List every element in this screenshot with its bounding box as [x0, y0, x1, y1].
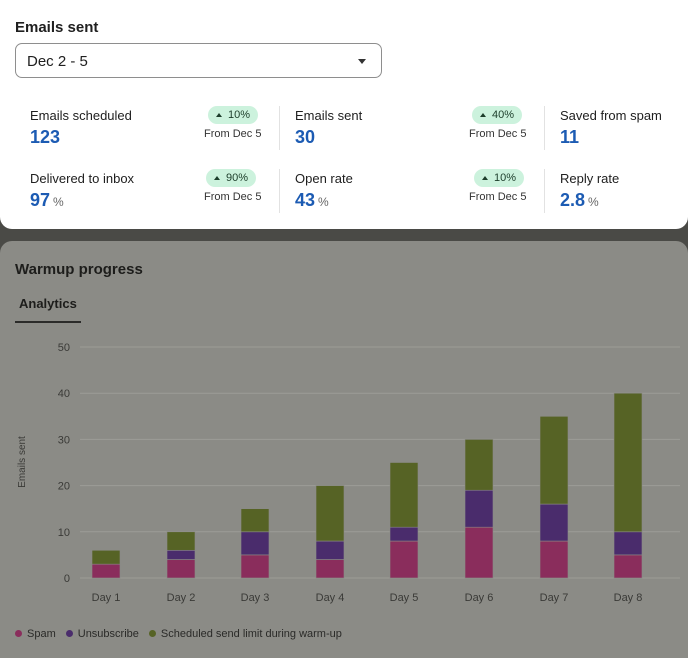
stat-label: Reply rate — [560, 171, 620, 186]
bar-segment — [613, 392, 643, 533]
arrow-up-icon — [480, 113, 486, 117]
tab-active-indicator — [15, 321, 81, 323]
bar-segment — [91, 549, 121, 565]
from-date: From Dec 5 — [469, 191, 527, 203]
bar-segment — [539, 503, 569, 542]
bar-segment — [464, 489, 494, 528]
bar-segment — [613, 554, 643, 579]
stat-value: 123 — [30, 127, 61, 147]
change-badge: 40% — [472, 106, 523, 124]
bar-segment — [91, 563, 121, 579]
bar-segment — [389, 526, 419, 542]
stat-value: 2.8% — [560, 190, 599, 210]
legend-item: Spam — [15, 628, 56, 640]
stat-label: Saved from spam — [560, 108, 662, 123]
from-date: From Dec 5 — [204, 128, 262, 140]
legend-dot-icon — [15, 630, 22, 637]
bar-segment — [166, 549, 196, 560]
x-tick-label: Day 5 — [390, 592, 419, 604]
x-tick-label: Day 3 — [241, 592, 270, 604]
arrow-up-icon — [482, 176, 488, 180]
stat-label: Open rate — [295, 171, 353, 186]
stat-value: 11 — [560, 127, 580, 147]
emails-sent-title: Emails sent — [15, 19, 99, 36]
divider — [279, 106, 280, 150]
legend-label: Unsubscribe — [77, 628, 139, 640]
bar-segment — [315, 559, 345, 579]
y-tick-label: 40 — [58, 388, 70, 400]
stat-label: Emails scheduled — [30, 108, 132, 123]
chart-legend: Spam Unsubscribe Scheduled send limit duri… — [15, 628, 352, 640]
bar-segment — [166, 559, 196, 579]
bar-segment — [240, 531, 270, 556]
bar-segment — [539, 540, 569, 579]
warmup-bar-chart: 0 10 20 30 40 50 Emails sent Day 1 Day 2 Day 3 Day… — [17, 342, 680, 604]
bar-segment — [389, 462, 419, 528]
stat-value: 97% — [30, 190, 64, 210]
warmup-progress-title: Warmup progress — [15, 261, 143, 278]
from-date: From Dec 5 — [469, 128, 527, 140]
y-tick-label: 20 — [58, 481, 70, 493]
x-tick-label: Day 4 — [316, 592, 345, 604]
tab-analytics[interactable]: Analytics — [19, 296, 77, 311]
date-range-value: Dec 2 - 5 — [27, 53, 88, 70]
x-tick-label: Day 8 — [614, 592, 643, 604]
stat-label: Delivered to inbox — [30, 171, 135, 186]
y-tick-label: 10 — [58, 527, 70, 539]
from-date: From Dec 5 — [204, 191, 262, 203]
divider — [544, 106, 545, 150]
bar-segment — [315, 540, 345, 560]
divider — [279, 169, 280, 213]
arrow-up-icon — [214, 176, 220, 180]
legend-label: Scheduled send limit during warm-up — [160, 628, 342, 640]
change-badge: 10% — [208, 106, 259, 124]
bar-segment — [464, 526, 494, 579]
x-tick-label: Day 1 — [92, 592, 121, 604]
emails-sent-card: Emails sent Dec 2 - 5 Emails scheduled 1… — [0, 0, 688, 229]
bar-segment — [539, 416, 569, 505]
legend-label: Spam — [27, 628, 56, 640]
bar-segment — [240, 508, 270, 533]
change-badge: 90% — [206, 169, 257, 187]
bar-segment — [464, 439, 494, 491]
legend-item: Scheduled send limit during warm-up — [148, 628, 342, 640]
legend-item: Unsubscribe — [65, 628, 139, 640]
legend-dot-icon — [148, 630, 156, 637]
divider — [544, 169, 545, 213]
stat-value: 30 — [295, 127, 316, 147]
y-axis-label: Emails sent — [17, 436, 28, 488]
y-tick-label: 0 — [64, 573, 70, 585]
stat-label: Emails sent — [295, 108, 363, 123]
chevron-down-icon — [358, 59, 366, 64]
y-tick-label: 30 — [58, 434, 70, 446]
y-tick-label: 50 — [58, 342, 70, 354]
legend-dot-icon — [65, 630, 73, 637]
stat-value: 43% — [295, 190, 329, 210]
arrow-up-icon — [216, 113, 222, 117]
bar-segment — [240, 554, 270, 579]
x-tick-label: Day 2 — [167, 592, 196, 604]
bar-segment — [315, 485, 345, 542]
bar-segment — [166, 531, 196, 551]
change-badge: 10% — [474, 169, 525, 187]
date-range-select[interactable]: Dec 2 - 5 — [15, 43, 382, 78]
x-tick-label: Day 6 — [465, 592, 494, 604]
bar-segment — [613, 531, 643, 556]
warmup-progress-card: Warmup progress Analytics 0 10 20 30 40 50 Ema… — [0, 241, 688, 658]
x-tick-label: Day 7 — [540, 592, 569, 604]
bar-segment — [389, 540, 419, 579]
